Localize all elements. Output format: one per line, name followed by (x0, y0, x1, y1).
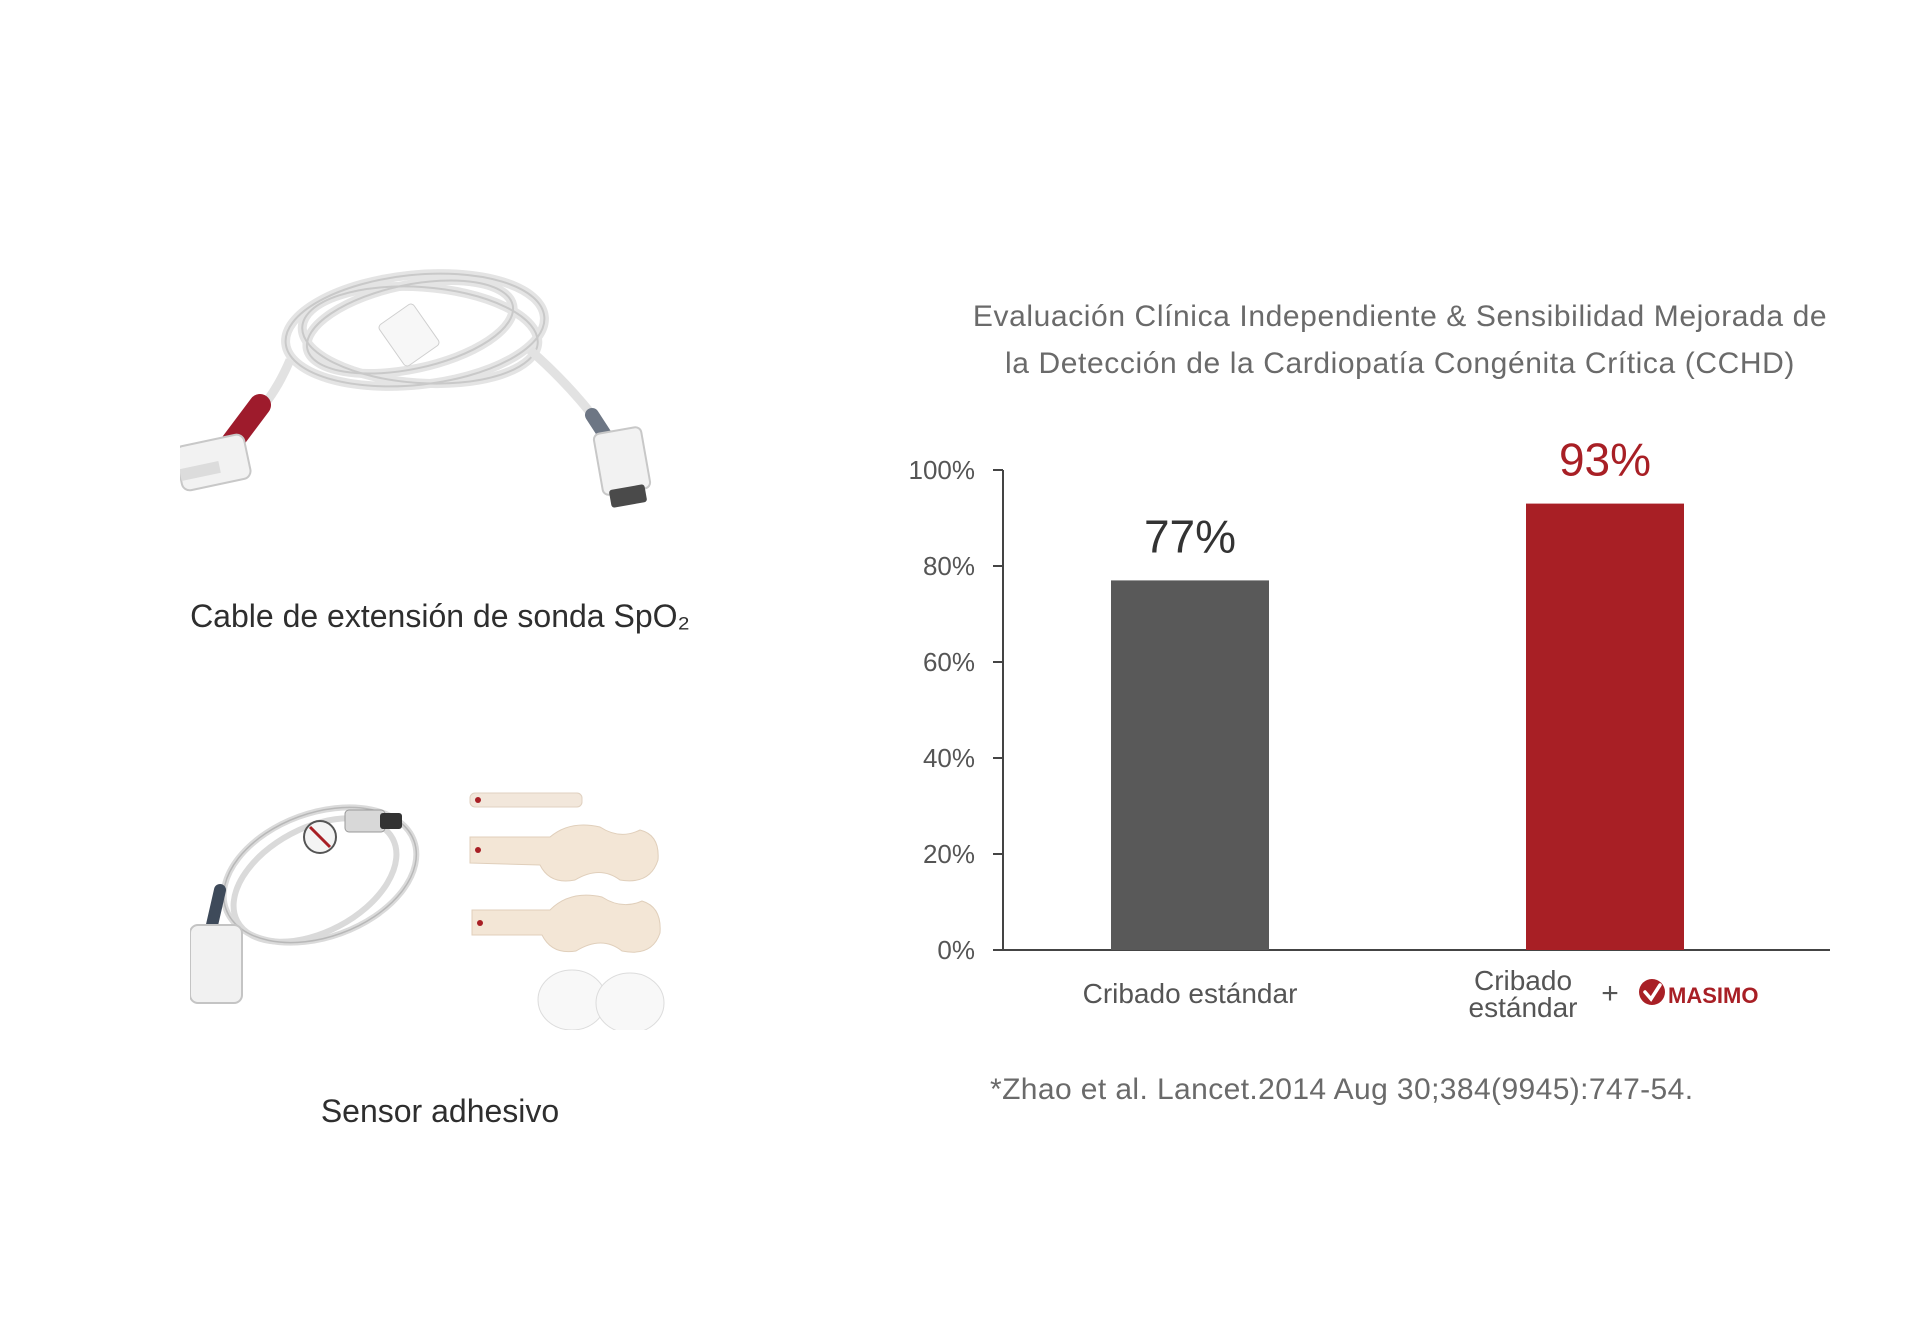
product-caption-cable: Cable de extensión de sonda SpO₂ (190, 598, 690, 634)
x-category-label: Cribado (1474, 965, 1572, 996)
y-tick-label: 100% (909, 455, 976, 485)
bars (1111, 503, 1684, 950)
data-labels: 77% 93% (1144, 434, 1651, 563)
masimo-check-icon (1643, 983, 1662, 1002)
y-axis: 0% 20% 40% 60% 80% 100% (909, 455, 1004, 965)
product-caption-sensor: Sensor adhesivo (320, 1093, 560, 1129)
y-tick-label: 20% (923, 839, 975, 869)
cable-illustration (174, 269, 652, 508)
spo2-extension-cable-image (174, 255, 700, 520)
chart-title: Evaluación Clínica Independiente & Sensi… (840, 293, 1918, 387)
masimo-logo-mark (1639, 979, 1665, 1005)
x-category-label: Cribado estándar (1083, 978, 1298, 1009)
y-tick-label: 0% (937, 935, 975, 965)
sensor-illustration (189, 792, 665, 1034)
chart-title-line-2: la Detección de la Cardiopatía Congénita… (1004, 347, 1795, 380)
masimo-logo-text: MASIMO (1668, 983, 1758, 1008)
bar (1526, 503, 1684, 950)
x-category-label: estándar (1469, 992, 1578, 1023)
data-label: 93% (1559, 434, 1651, 486)
citation: *Zhao et al. Lancet.2014 Aug 30;384(9945… (990, 1073, 1694, 1106)
masimo-logo: MASIMO (1639, 979, 1758, 1008)
adhesive-sensor-kit-image (189, 785, 680, 1034)
x-category-plus: + (1601, 977, 1619, 1010)
y-tick-label: 60% (923, 647, 975, 677)
chart-title-line-1: Evaluación Clínica Independiente & Sensi… (972, 300, 1828, 333)
y-tick-label: 80% (923, 551, 975, 581)
bar (1111, 580, 1269, 950)
y-tick-label: 40% (923, 743, 975, 773)
data-label: 77% (1144, 510, 1236, 562)
